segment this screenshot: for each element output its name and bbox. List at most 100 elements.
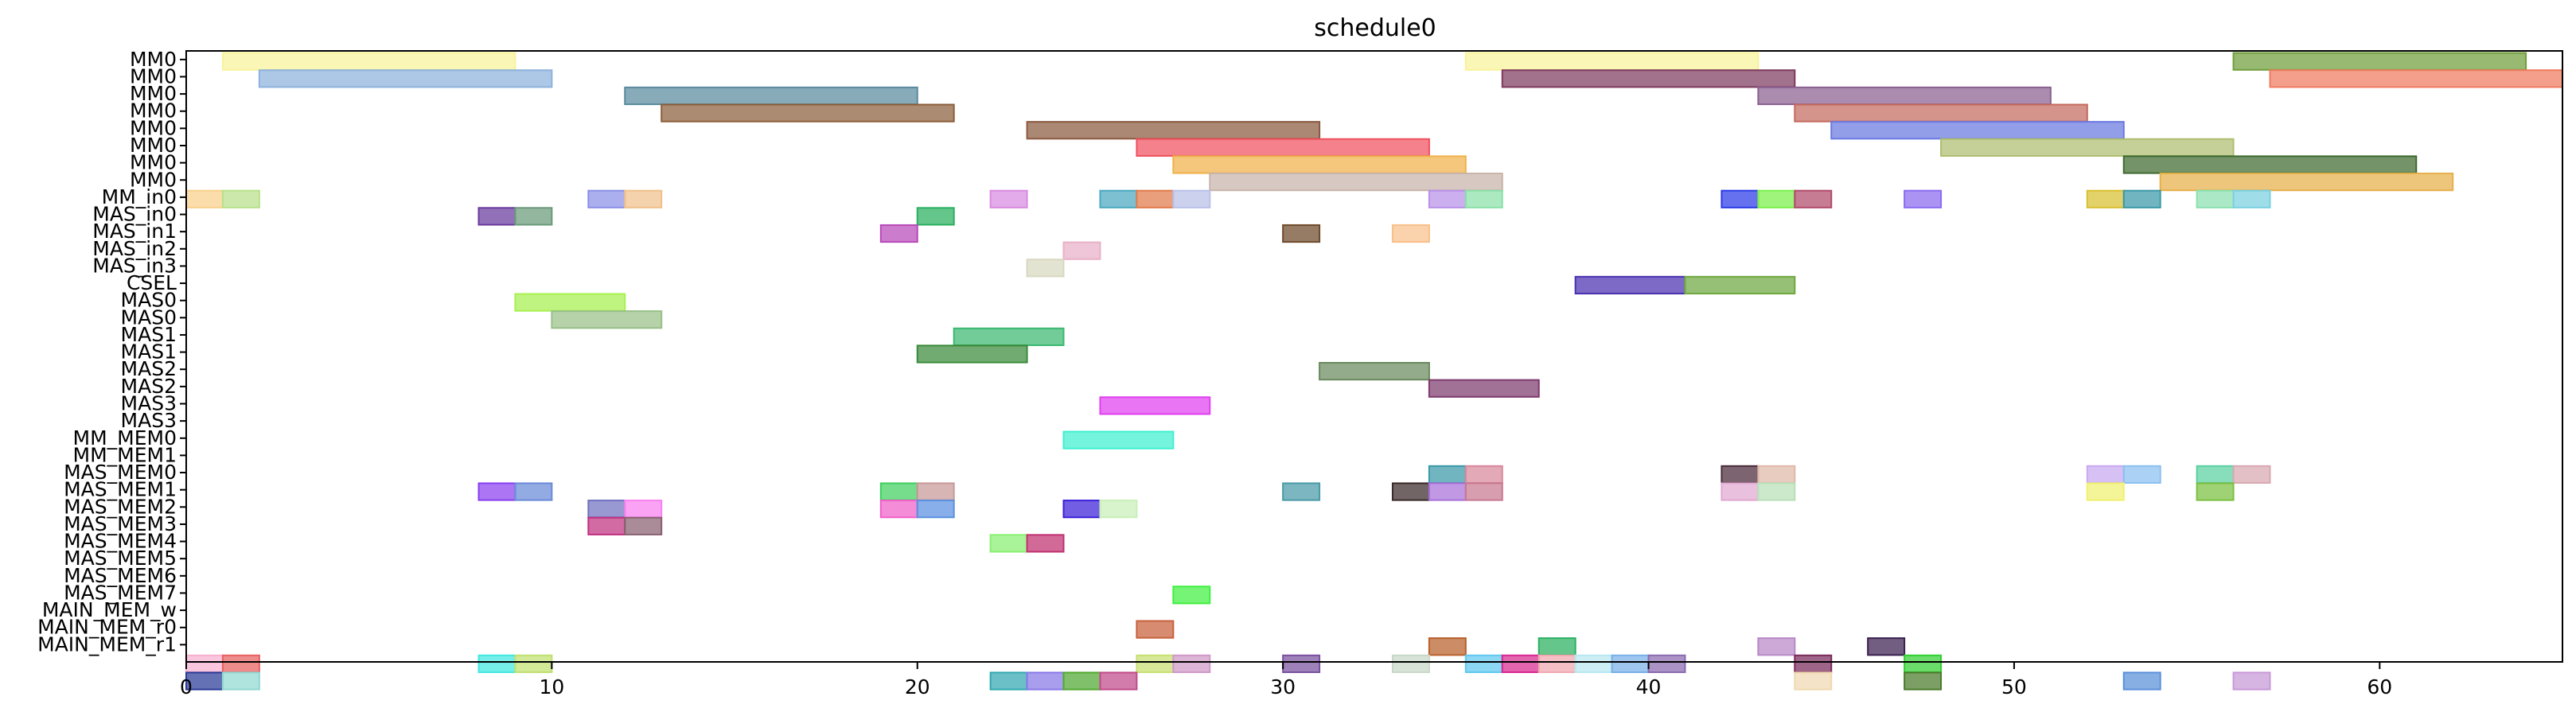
- task-bar: [221, 189, 260, 208]
- y-tick-label: MAIN_MEM_w: [42, 598, 177, 621]
- y-tick-label: MAS2: [121, 357, 177, 380]
- task-bar: [916, 500, 955, 519]
- task-bar: [221, 671, 260, 691]
- task-bar: [1428, 637, 1467, 656]
- task-bar: [1537, 637, 1576, 656]
- task-bar: [624, 189, 663, 208]
- task-bar: [916, 344, 1028, 364]
- task-bar: [1904, 654, 1943, 673]
- task-bar: [1391, 482, 1430, 501]
- task-bar: [1428, 465, 1467, 484]
- task-bar: [2196, 189, 2235, 208]
- task-bar: [624, 516, 663, 535]
- task-bar: [1464, 465, 1503, 484]
- task-bar: [1794, 654, 1833, 673]
- task-bar: [661, 103, 955, 123]
- x-tick-label: 50: [2001, 675, 2027, 698]
- task-bar: [477, 207, 516, 226]
- y-tick-label: MM0: [130, 134, 177, 157]
- y-tick-label: MAS_MEM4: [64, 530, 177, 553]
- bars-layer: [185, 52, 2563, 691]
- task-bar: [1721, 482, 1760, 501]
- task-bar: [879, 224, 918, 243]
- y-tick-label: MAS1: [121, 323, 177, 346]
- y-tick-label: MM_in0: [102, 185, 177, 208]
- task-bar: [1537, 654, 1576, 673]
- y-tick-label: MM0: [130, 82, 177, 105]
- task-bar: [1172, 189, 1211, 208]
- task-bar: [1282, 224, 1321, 243]
- task-bar: [1501, 69, 1796, 88]
- task-bar: [879, 482, 918, 501]
- task-bar: [1464, 189, 1503, 208]
- task-bar: [1794, 671, 1833, 691]
- task-bar: [1391, 654, 1430, 673]
- task-bar: [1026, 121, 1321, 140]
- task-bar: [1757, 482, 1796, 501]
- task-bar: [551, 310, 663, 329]
- task-bar: [1172, 155, 1467, 174]
- y-tick-label: MM0: [130, 151, 177, 174]
- plot-frame: [185, 50, 2563, 663]
- x-tick-label: 20: [905, 675, 930, 698]
- task-bar: [1136, 654, 1175, 673]
- task-bar: [1062, 430, 1175, 449]
- y-tick-label: MM0: [130, 48, 177, 71]
- x-tick-label: 40: [1636, 675, 1662, 698]
- x-tick-label: 30: [1270, 675, 1296, 698]
- y-tick-label: MAS0: [121, 289, 177, 312]
- y-tick-label: MAIN_MEM_r1: [37, 632, 177, 656]
- y-tick-label: MM_MEM1: [73, 443, 177, 466]
- task-bar: [514, 293, 626, 312]
- y-tick-label: MM0: [130, 99, 177, 123]
- x-axis: 0 10 20 30 40 50 60: [180, 662, 2392, 698]
- task-bar: [2196, 482, 2235, 501]
- y-axis: MM0MM0MM0MM0MM0MM0MM0MM0MM_in0MAS_in0MAS…: [37, 48, 186, 656]
- task-bar: [258, 69, 553, 88]
- task-bar: [1319, 362, 1430, 381]
- task-bar: [1757, 189, 1796, 208]
- task-bar: [477, 654, 516, 673]
- task-bar: [2159, 173, 2454, 192]
- task-bar: [2232, 189, 2271, 208]
- task-bar: [1282, 654, 1321, 673]
- task-bar: [514, 207, 553, 226]
- task-bar: [1794, 103, 2088, 123]
- x-tick-label: 10: [539, 675, 564, 698]
- task-bar: [185, 189, 224, 208]
- task-bar: [587, 189, 626, 208]
- task-bar: [1172, 586, 1211, 605]
- task-bar: [1062, 241, 1101, 260]
- y-tick-label: MAS3: [121, 409, 177, 432]
- task-bar: [1282, 482, 1321, 501]
- y-tick-label: MM0: [130, 168, 177, 191]
- task-bar: [989, 671, 1028, 691]
- task-bar: [1062, 671, 1101, 691]
- y-tick-label: MAS_MEM3: [64, 512, 177, 535]
- task-bar: [989, 189, 1028, 208]
- task-bar: [1026, 671, 1065, 691]
- task-bar: [1099, 396, 1211, 415]
- task-bar: [1464, 52, 1760, 71]
- task-bar: [1428, 482, 1467, 501]
- task-bar: [1757, 86, 2052, 106]
- task-bar: [1721, 465, 1760, 484]
- y-tick-label: MM0: [130, 64, 177, 88]
- task-bar: [1062, 500, 1101, 519]
- y-tick-label: MAS3: [121, 391, 177, 414]
- task-bar: [1904, 671, 1943, 691]
- task-bar: [1904, 189, 1943, 208]
- task-bar: [2086, 465, 2125, 484]
- y-tick-label: MAS_MEM1: [64, 478, 177, 501]
- task-bar: [1099, 500, 1138, 519]
- task-bar: [1940, 138, 2235, 157]
- x-tick-label: 0: [180, 675, 193, 698]
- task-bar: [989, 534, 1028, 553]
- task-bar: [2122, 465, 2161, 484]
- x-tick-label: 60: [2367, 675, 2392, 698]
- task-bar: [1684, 275, 1796, 295]
- task-bar: [624, 500, 663, 519]
- task-bar: [916, 482, 955, 501]
- y-tick-label: MAIN_MEM_r0: [37, 616, 177, 639]
